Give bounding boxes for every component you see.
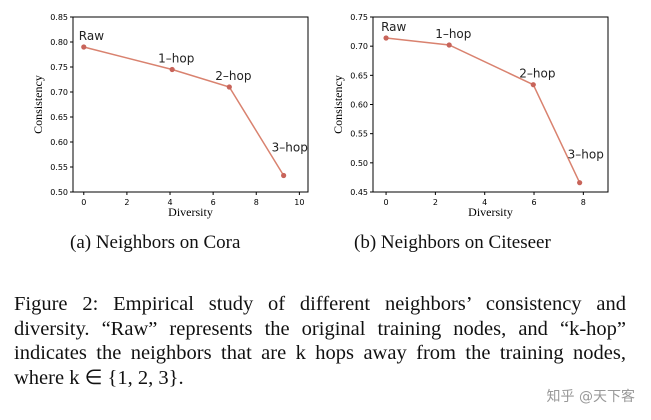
figure-caption: Figure 2: Empirical study of different n… [14, 293, 626, 389]
chart-0: 0 2 4 6 8 10 0.50 0.55 0.60 0.65 0.70 0.75 0.80 0.85 D… [31, 13, 309, 219]
data-point [281, 172, 287, 179]
subcaption-cora: (a) Neighbors on Cora [70, 232, 241, 253]
y-tick-label: 0.55 [50, 163, 68, 172]
y-tick-label: 0.80 [50, 38, 68, 47]
data-label: Raw [79, 29, 104, 43]
data-label: Raw [381, 20, 406, 34]
data-label: 1–hop [158, 52, 194, 66]
data-point [577, 180, 583, 186]
data-label: 2–hop [215, 69, 251, 83]
y-tick-label: 0.60 [350, 101, 368, 110]
y-tick-label: 0.75 [50, 63, 68, 72]
y-tick-label: 0.85 [50, 13, 68, 22]
x-tick-label: 2 [124, 198, 129, 207]
y-tick-label: 0.75 [350, 13, 368, 22]
x-tick-label: 6 [531, 198, 536, 207]
y-axis-label: Consistency [31, 75, 45, 134]
figure-charts: 0 2 4 6 8 10 0.50 0.55 0.60 0.65 0.70 0.75 0.80 0.85 D… [31, 13, 609, 219]
y-tick-label: 0.50 [350, 159, 368, 168]
plot-frame [372, 16, 609, 193]
subcaption-citeseer: (b) Neighbors on Citeseer [354, 232, 551, 253]
data-label: 2–hop [519, 67, 555, 81]
x-tick-label: 0 [81, 198, 86, 207]
y-tick-label: 0.65 [50, 113, 68, 122]
x-tick-label: 6 [211, 198, 216, 207]
data-label: 3–hop [568, 148, 604, 162]
data-point [226, 84, 232, 90]
x-tick-label: 10 [294, 198, 304, 207]
x-tick-label: 4 [167, 198, 172, 207]
watermark: 知乎 @天下客 [546, 389, 635, 405]
y-tick-label: 0.60 [50, 138, 68, 147]
data-point [169, 66, 175, 73]
data-label: 3–hop [272, 141, 308, 155]
data-point [530, 82, 536, 88]
chart-1: 0 2 4 6 8 0.45 0.50 0.55 0.60 0.65 0.70 0.75 Diversi… [331, 13, 609, 219]
y-tick-label: 0.45 [350, 188, 368, 197]
data-point [446, 42, 452, 48]
x-axis-label: Diversity [168, 205, 213, 219]
series-line [385, 37, 581, 183]
data-point [81, 44, 87, 50]
y-tick-label: 0.50 [50, 188, 68, 197]
data-point [383, 35, 389, 41]
series-line [83, 46, 285, 176]
y-tick-label: 0.55 [350, 130, 368, 139]
plot-frame [72, 16, 309, 193]
x-tick-label: 8 [254, 198, 259, 207]
y-tick-label: 0.70 [350, 42, 368, 51]
x-tick-label: 2 [433, 198, 438, 207]
y-tick-label: 0.70 [50, 88, 68, 97]
y-axis-label: Consistency [331, 75, 345, 134]
x-tick-label: 0 [384, 198, 389, 207]
x-axis-label: Diversity [468, 205, 513, 219]
x-tick-label: 4 [482, 198, 487, 207]
data-label: 1–hop [435, 27, 471, 41]
x-tick-label: 8 [581, 198, 586, 207]
y-tick-label: 0.65 [350, 71, 368, 80]
